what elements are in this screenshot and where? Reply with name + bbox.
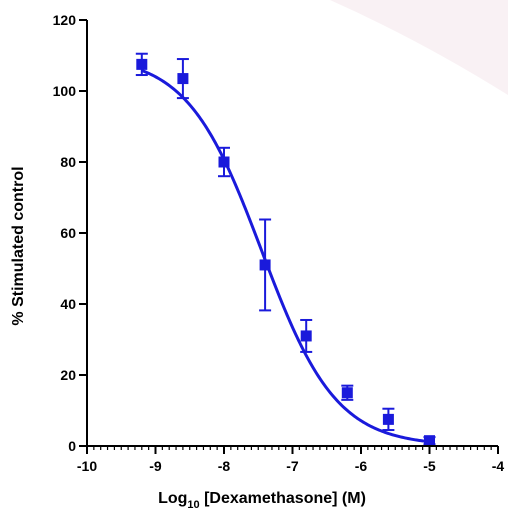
x-tick-label: -4 [492, 458, 505, 474]
y-tick-label: 100 [53, 83, 77, 99]
x-axis-title-subscript: 10 [187, 499, 199, 511]
square-marker [136, 58, 148, 70]
data-point [300, 318, 313, 353]
y-tick-label: 20 [60, 367, 76, 383]
x-tick-label: -10 [77, 458, 97, 474]
x-tick-label: -9 [149, 458, 162, 474]
square-marker [300, 330, 312, 342]
background-decoration [330, 0, 508, 95]
square-marker [177, 73, 189, 85]
data-point [341, 384, 354, 401]
data-point [423, 435, 436, 447]
y-tick-label: 120 [53, 12, 77, 28]
x-axis-title-prefix: Log [158, 490, 187, 507]
plot-area [135, 52, 436, 447]
square-marker [218, 156, 230, 168]
square-marker [424, 435, 435, 447]
y-tick-label: 60 [60, 225, 76, 241]
data-point [218, 146, 230, 178]
ticks: -10 -9 -8 -7 -6 -5 -4 0 20 40 60 80 100 120 [53, 12, 505, 474]
y-tick-label: 0 [68, 438, 76, 454]
y-tick-label: 40 [60, 296, 76, 312]
fit-curve [141, 69, 430, 444]
data-point [135, 52, 148, 77]
x-tick-label: -5 [423, 458, 436, 474]
x-tick-label: -6 [355, 458, 368, 474]
y-axis-title: % Stimulated control [10, 166, 27, 325]
x-axis-title-suffix: [Dexamethasone] (M) [200, 490, 366, 507]
square-marker [382, 413, 394, 425]
data-point [259, 218, 272, 312]
square-marker [341, 387, 353, 399]
y-tick-label: 80 [60, 154, 76, 170]
x-tick-label: -7 [286, 458, 299, 474]
square-marker [259, 259, 271, 271]
x-axis-title: Log10 [Dexamethasone] (M) [158, 490, 366, 511]
data-point [382, 407, 395, 432]
data-point [176, 58, 189, 100]
axes [86, 20, 498, 447]
x-tick-label: -8 [218, 458, 231, 474]
